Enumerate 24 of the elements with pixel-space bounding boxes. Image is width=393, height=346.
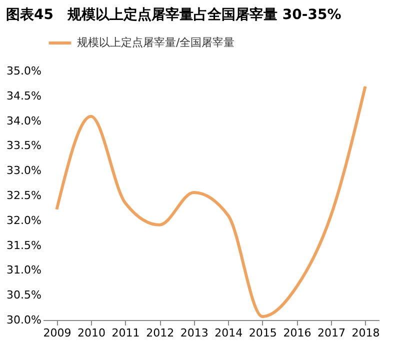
y-tick-label: 34.5% bbox=[6, 89, 42, 102]
x-tick-label: 2016 bbox=[283, 326, 312, 340]
y-tick-label: 32.0% bbox=[6, 214, 42, 227]
x-tick-label: 2009 bbox=[43, 326, 72, 340]
y-tick-label: 32.5% bbox=[6, 189, 42, 202]
x-tick-label: 2014 bbox=[214, 326, 243, 340]
y-tick-label: 30.5% bbox=[6, 288, 42, 302]
x-tick-label: 2012 bbox=[146, 326, 174, 340]
chart-title: 图表45 规模以上定点屠宰量占全国屠宰量 30-35% bbox=[6, 6, 342, 23]
y-tick-label: 30.0% bbox=[6, 314, 42, 326]
y-tick-label: 33.0% bbox=[6, 164, 42, 178]
x-tick-label: 2017 bbox=[318, 326, 346, 340]
y-tick-label: 34.0% bbox=[6, 114, 42, 128]
y-tick-label: 31.5% bbox=[6, 238, 42, 252]
x-tick-label: 2018 bbox=[352, 326, 380, 340]
y-tick-label: 31.0% bbox=[6, 264, 42, 277]
x-tick-label: 2011 bbox=[112, 326, 140, 340]
x-tick-label: 2013 bbox=[180, 326, 208, 340]
x-tick-label: 2015 bbox=[248, 326, 277, 340]
legend-label: 规模以上定点屠宰量/全国屠宰量 bbox=[77, 36, 235, 49]
y-tick-label: 35.0% bbox=[6, 64, 42, 78]
y-tick-label: 33.5% bbox=[6, 139, 42, 152]
x-tick-label: 2010 bbox=[78, 326, 106, 340]
line-series bbox=[55, 84, 367, 318]
